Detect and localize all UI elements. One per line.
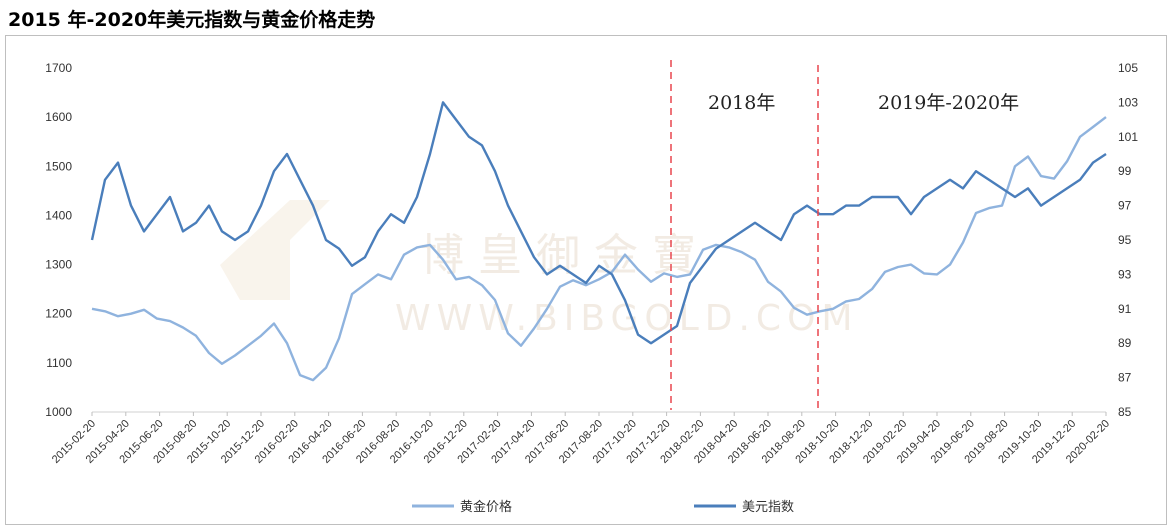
y-left-tick-label: 1400 [45,208,72,222]
y-right-tick-label: 95 [1118,233,1132,247]
x-axis: 2015-02-202015-04-202015-06-202015-08-20… [50,411,1112,466]
y-left-tick-label: 1100 [46,356,72,370]
y-left-tick-label: 1500 [45,159,72,173]
y-right-tick-label: 93 [1118,267,1132,281]
y-left-tick-label: 1700 [45,61,72,75]
y-right-tick-label: 89 [1118,336,1132,350]
y-right-tick-label: 103 [1118,95,1138,109]
y-left-tick-label: 1200 [45,307,72,321]
left-axis: 1000 1100 1200 1300 1400 1500 1600 1700 [45,61,72,419]
series-line-gold [91,116,1107,382]
annotation-2019-2020: 2019年-2020年 [878,92,1019,114]
watermark: 博 皇 御 金 寶 WWW.BIBGOLD.COM [220,200,858,339]
watermark-logo-mark [220,200,330,300]
y-right-tick-label: 91 [1118,302,1132,316]
y-right-tick-label: 99 [1118,164,1132,178]
right-axis: 85 87 89 91 93 95 97 99 101 103 105 [1118,61,1138,419]
legend-label-gold: 黄金价格 [460,499,512,515]
chart-title: 2015 年-2020年美元指数与黄金价格走势 [8,9,376,31]
y-left-tick-label: 1000 [45,405,72,419]
annotation-2018: 2018年 [708,92,775,114]
series-line-usd [90,101,1107,345]
y-right-tick-label: 105 [1118,61,1138,75]
legend-label-usd: 美元指数 [742,500,794,515]
y-left-tick-label: 1600 [45,110,72,124]
chart-frame [5,35,1167,525]
series-layer [90,101,1107,382]
y-right-tick-label: 101 [1118,130,1138,144]
legend: 黄金价格 美元指数 [412,499,794,515]
watermark-en-text: WWW.BIBGOLD.COM [395,298,858,339]
y-right-tick-label: 97 [1118,199,1132,213]
y-right-tick-label: 87 [1118,371,1132,385]
y-right-tick-label: 85 [1118,405,1132,419]
y-left-tick-label: 1300 [45,258,72,272]
watermark-cn-text: 博 皇 御 金 寶 [420,230,696,281]
